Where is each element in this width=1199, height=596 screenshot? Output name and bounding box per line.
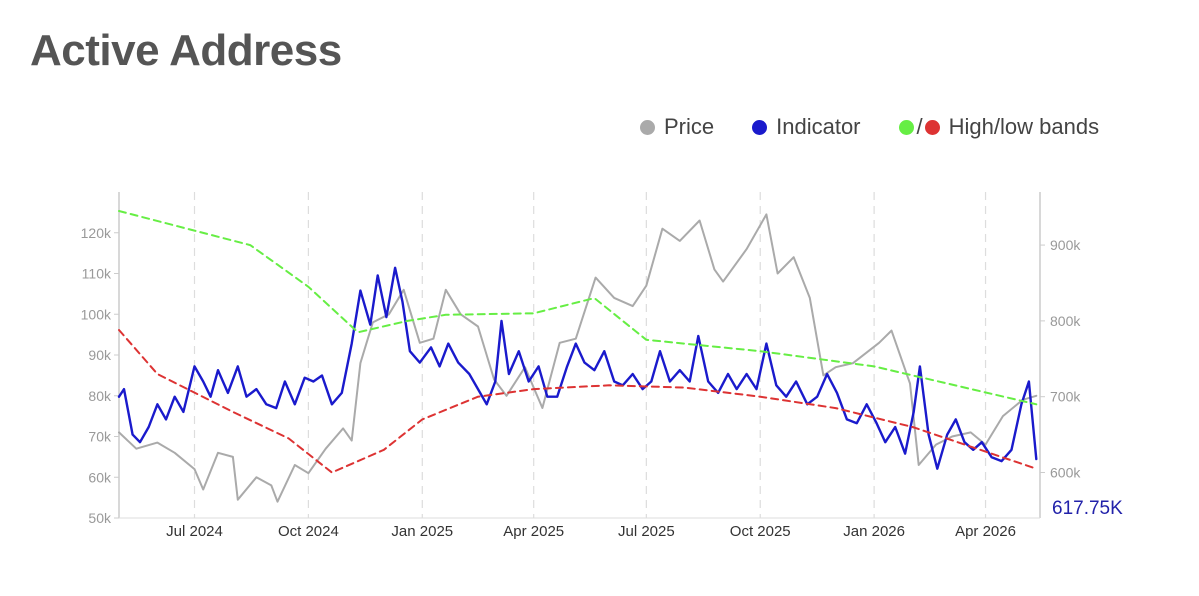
low-band-dot-icon xyxy=(924,119,940,135)
legend-item-indicator[interactable]: Indicator xyxy=(752,114,861,140)
y-right-tick-label: 700k xyxy=(1050,389,1081,405)
y-left-tick-label: 100k xyxy=(81,306,112,322)
x-tick-label: Jul 2024 xyxy=(166,523,223,540)
y-right-tick-label: 600k xyxy=(1050,465,1081,481)
high-band-line xyxy=(118,210,1038,406)
series-layer xyxy=(117,210,1038,503)
y-right-tick-label: 800k xyxy=(1050,313,1081,329)
y-left-tick-label: 60k xyxy=(88,469,112,485)
x-tick-label: Apr 2026 xyxy=(955,523,1016,540)
legend-label-price: Price xyxy=(664,114,715,139)
indicator-dot-icon xyxy=(752,119,768,135)
y-left-tick-label: 110k xyxy=(82,266,112,282)
x-tick-label: Jan 2026 xyxy=(843,523,905,540)
x-tick-label: Apr 2025 xyxy=(503,523,564,540)
chart-title: Active Address xyxy=(30,26,342,75)
legend-item-price[interactable]: Price xyxy=(640,114,714,140)
legend-bands-separator: / xyxy=(916,114,923,139)
legend-label-bands: High/low bands xyxy=(948,114,1100,139)
y-left-tick-label: 50k xyxy=(88,510,112,526)
x-tick-label: Jul 2025 xyxy=(618,523,675,540)
last-value-label: 617.75K xyxy=(1052,498,1123,519)
x-tick-label: Oct 2025 xyxy=(730,523,791,540)
y-left-tick-label: 80k xyxy=(88,388,112,404)
y-left-tick-label: 70k xyxy=(88,429,112,445)
high-band-dot-icon xyxy=(898,119,914,135)
grid-layer xyxy=(193,192,987,518)
y-right-tick-label: 900k xyxy=(1050,237,1081,253)
price-dot-icon xyxy=(640,119,655,135)
x-tick-label: Jan 2025 xyxy=(391,523,453,540)
label-layer: Jul 2024 Oct 2024 Jan 2025 Apr 2025 Jul 2025… xyxy=(81,225,1123,540)
legend-label-indicator: Indicator xyxy=(776,114,861,139)
legend-item-bands[interactable]: / High/low bands xyxy=(898,114,1100,140)
y-left-tick-label: 120k xyxy=(81,225,112,241)
chart-legend: Price Indicator / High/low bands xyxy=(640,112,1180,142)
low-band-line xyxy=(118,329,1038,474)
price-line xyxy=(118,213,1038,503)
y-left-tick-label: 90k xyxy=(88,347,112,363)
indicator-line xyxy=(117,266,1038,470)
x-tick-label: Oct 2024 xyxy=(278,523,339,540)
axis-layer xyxy=(114,192,1045,519)
